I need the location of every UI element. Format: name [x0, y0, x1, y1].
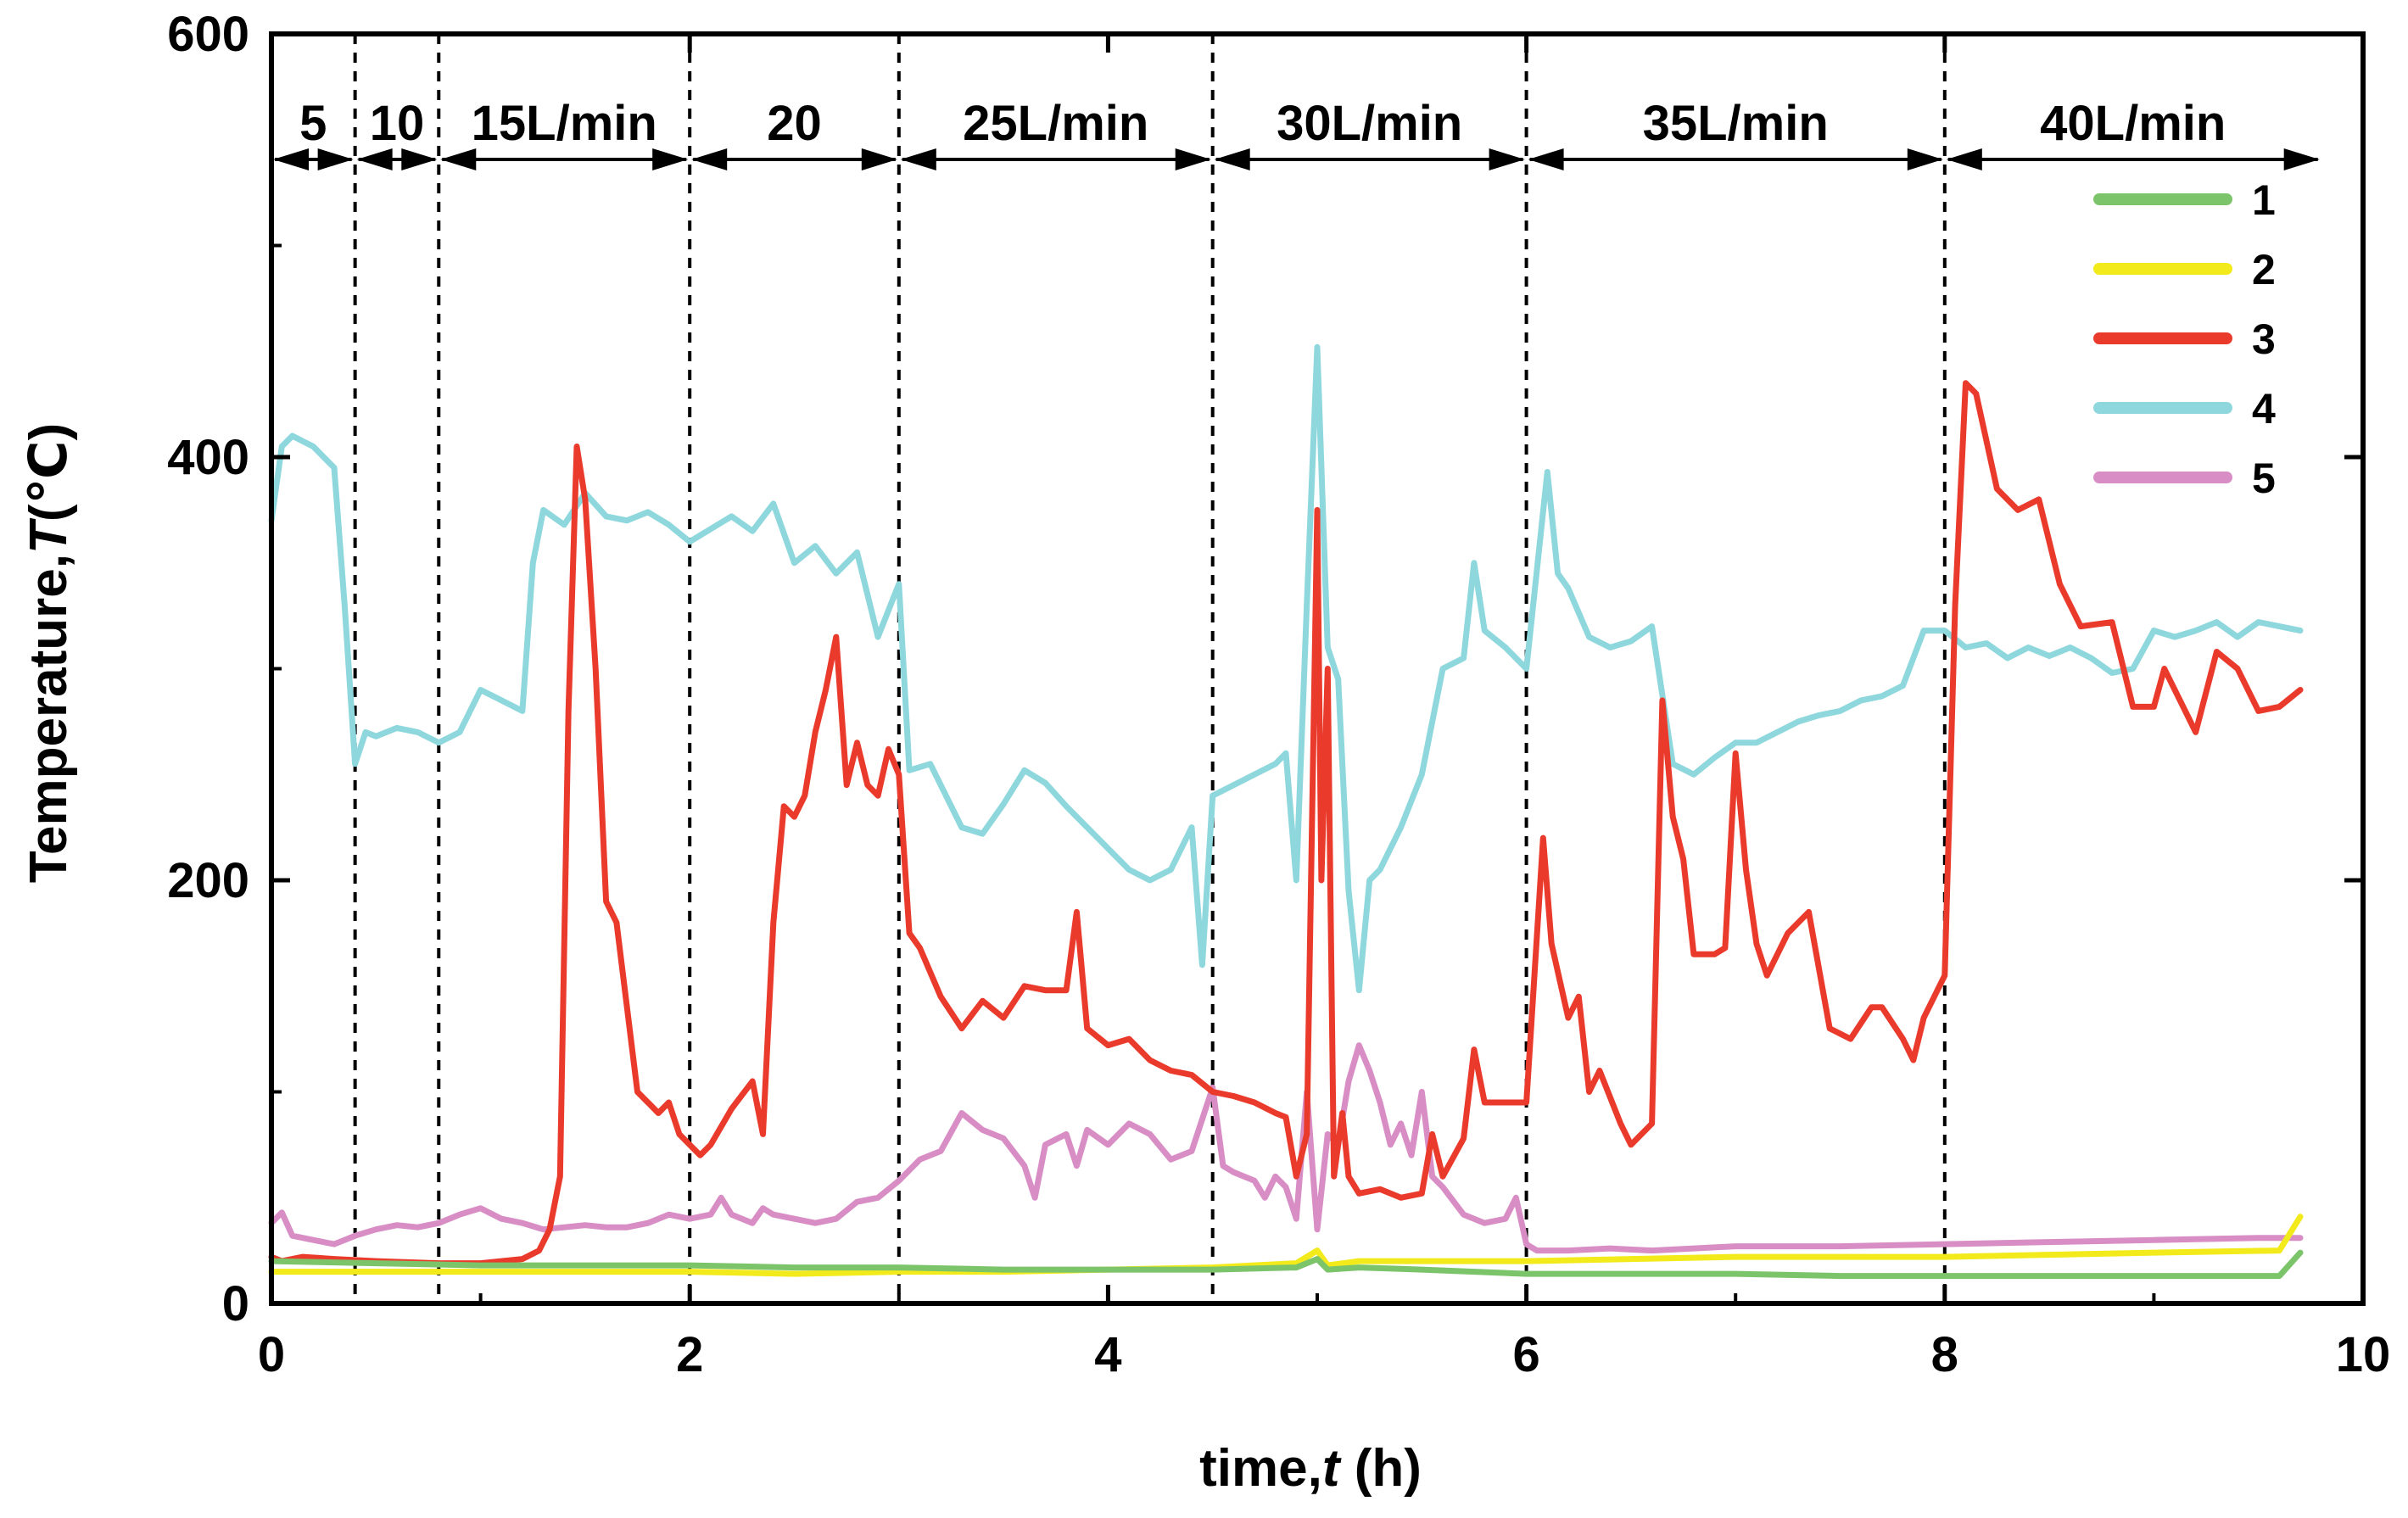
x-tick-label: 6 — [1512, 1327, 1539, 1382]
y-axis-title-prefix: Temperature, — [20, 554, 78, 883]
segment-arrowhead-left — [356, 148, 393, 170]
legend-label-1: 1 — [2252, 176, 2276, 224]
segment-arrowhead-left — [691, 148, 728, 170]
x-axis-title-symbol: t — [1322, 1439, 1342, 1498]
x-tick-label: 8 — [1931, 1327, 1958, 1382]
legend-label-5: 5 — [2252, 455, 2276, 502]
legend-label-3: 3 — [2252, 315, 2276, 363]
y-axis-title-symbol: T — [20, 517, 78, 554]
segment-label: 10 — [370, 96, 425, 151]
segment-arrowhead-right — [2283, 148, 2320, 170]
legend-label-2: 2 — [2252, 246, 2276, 293]
segment-arrowhead-right — [1175, 148, 1211, 170]
segment-arrowhead-left — [1946, 148, 1982, 170]
segment-arrowhead-right — [652, 148, 689, 170]
series-line-2 — [268, 1214, 2304, 1277]
series-line-3 — [268, 380, 2304, 1267]
segment-arrowhead-left — [1528, 148, 1564, 170]
segment-label: 15L/min — [472, 96, 657, 151]
series-line-1 — [268, 1249, 2304, 1280]
segment-label: 40L/min — [2040, 96, 2226, 151]
segment-arrowhead-right — [1489, 148, 1525, 170]
segment-arrowhead-right — [861, 148, 897, 170]
segment-arrowhead-left — [900, 148, 936, 170]
segment-arrowhead-left — [1214, 148, 1250, 170]
x-axis-title-unit: (h) — [1339, 1439, 1421, 1498]
x-axis-title: time,t (h) — [1199, 1439, 1422, 1498]
y-axis-title-unit: (℃) — [20, 423, 78, 522]
x-tick-label: 4 — [1094, 1327, 1121, 1382]
y-axis-title: Temperature,T(℃) — [20, 423, 78, 883]
x-tick-label: 10 — [2336, 1327, 2391, 1382]
series-line-5 — [268, 1042, 2304, 1254]
y-tick-label: 400 — [167, 430, 249, 485]
y-tick-label: 200 — [167, 853, 249, 908]
x-axis-title-prefix: time, — [1199, 1439, 1322, 1498]
segment-label: 25L/min — [963, 96, 1148, 151]
segment-arrowhead-left — [273, 148, 309, 170]
segment-arrowhead-left — [440, 148, 477, 170]
segment-arrowhead-right — [401, 148, 438, 170]
segment-arrowhead-right — [317, 148, 354, 170]
segment-label: 5 — [299, 96, 327, 151]
legend-label-4: 4 — [2252, 385, 2276, 433]
segment-label: 20 — [767, 96, 822, 151]
x-tick-label: 2 — [676, 1327, 703, 1382]
y-tick-label: 600 — [167, 7, 249, 62]
y-tick-label: 0 — [222, 1276, 249, 1331]
segment-arrowhead-right — [1907, 148, 1943, 170]
x-tick-label: 0 — [258, 1327, 285, 1382]
segment-label: 30L/min — [1277, 96, 1462, 151]
segment-label: 35L/min — [1643, 96, 1829, 151]
series-line-4 — [268, 343, 2304, 994]
